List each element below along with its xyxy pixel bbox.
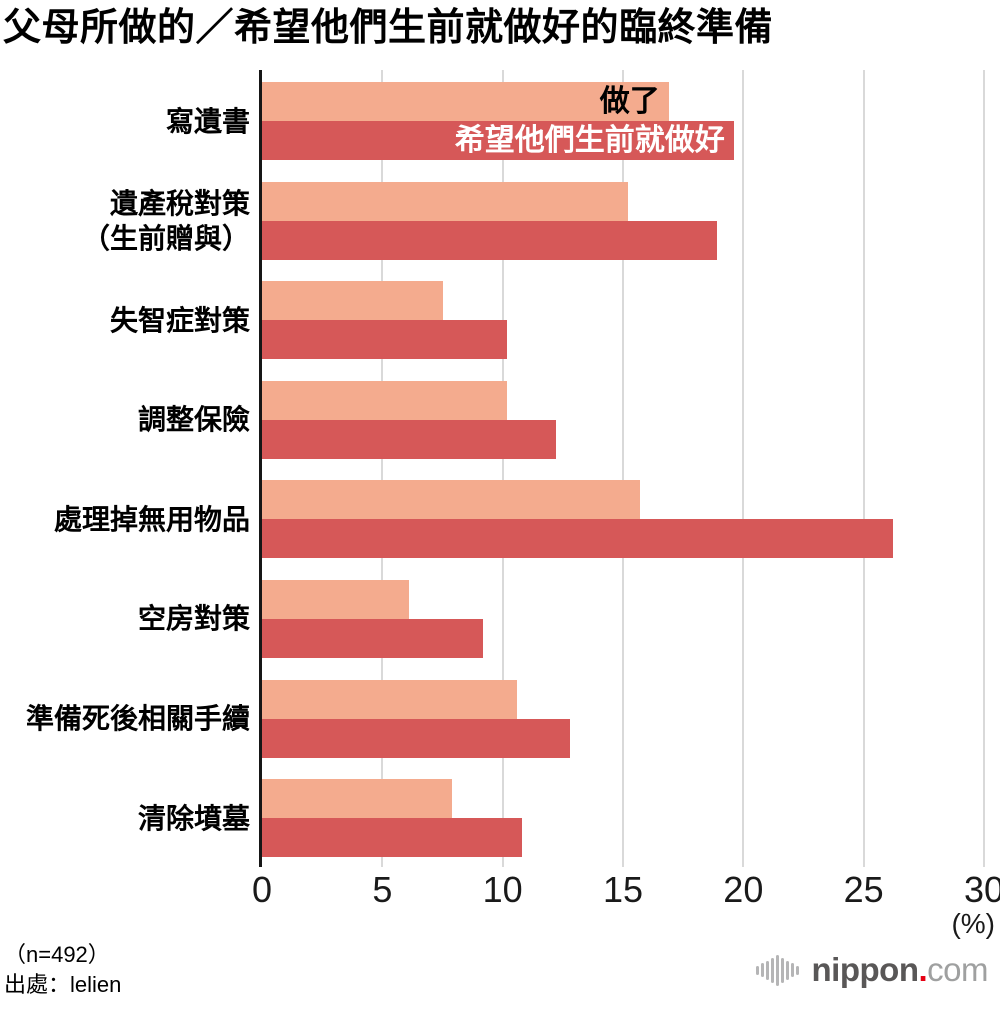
category-row: 遺產稅對策 （生前贈與） <box>0 181 984 282</box>
plot-area <box>262 70 985 867</box>
tick-label-25: 25 <box>843 869 884 910</box>
logo-red-dot: . <box>918 951 928 988</box>
bar-done <box>262 480 640 520</box>
tick-label-20: 20 <box>723 869 764 910</box>
category-row: 處理掉無用物品 <box>0 480 984 580</box>
sample-size-note: （n=492） <box>4 942 110 967</box>
bar-done: 做了 <box>262 82 669 121</box>
bar-wish <box>262 718 571 758</box>
chart-title: 父母所做的／希望他們生前就做好的臨終準備 <box>3 7 774 49</box>
bar-pair <box>262 380 984 481</box>
gridline-30 <box>983 70 985 867</box>
gridline-20 <box>742 70 745 867</box>
axis-unit-label: (%) <box>951 908 995 939</box>
gridline-10 <box>501 70 504 867</box>
category-row: 失智症對策 <box>0 281 984 381</box>
bar-pair <box>262 480 984 580</box>
bar-pair <box>262 779 984 879</box>
bar-pair <box>262 579 984 680</box>
bar-wish <box>262 320 508 360</box>
category-row: 寫遺書 做了 希望他們生前就做好 <box>0 82 984 182</box>
bar-wish <box>262 519 893 559</box>
nippon-logo-text: nippon.com <box>811 951 989 988</box>
y-axis-line <box>259 70 262 867</box>
category-label: 調整保險 <box>137 404 250 436</box>
bar-wish <box>262 419 556 459</box>
tick-label-5: 5 <box>372 869 393 910</box>
logo-word-com: com <box>927 951 988 988</box>
category-label: 遺產稅對策 （生前贈與） <box>81 187 250 254</box>
bar-pair: 做了希望他們生前就做好 <box>262 82 984 182</box>
bar-wish <box>262 618 484 658</box>
category-label: 寫遺書 <box>165 105 250 137</box>
category-row: 清除墳墓 <box>0 779 984 879</box>
bar-wish: 希望他們生前就做好 <box>262 121 734 160</box>
nippon-logo-icon <box>756 953 799 987</box>
nippon-logo: nippon.com <box>756 953 988 987</box>
gridline-5 <box>381 70 384 867</box>
tick-label-15: 15 <box>602 869 644 910</box>
category-row: 準備死後相關手續 <box>0 679 984 780</box>
gridline-25 <box>862 70 865 867</box>
tick-label-30: 30 <box>963 869 1000 910</box>
tick-label-0: 0 <box>251 869 273 910</box>
bar-done <box>262 281 443 321</box>
legend-done-label: 做了 <box>599 85 660 118</box>
category-row: 調整保險 <box>0 380 984 481</box>
bar-done <box>262 380 508 420</box>
legend-wish-label: 希望他們生前就做好 <box>454 124 725 157</box>
category-row: 空房對策 <box>0 579 984 680</box>
category-label: 準備死後相關手續 <box>25 703 250 735</box>
category-label: 失智症對策 <box>109 304 250 336</box>
bar-rows: 寫遺書 做了 希望他們生前就做好 遺產稅對策 （生前贈與） 失智症對策 調整保險 處理掉無用… <box>0 82 984 879</box>
bar-pair <box>262 281 984 381</box>
logo-word-nippon: nippon <box>811 951 919 988</box>
bar-pair <box>262 181 984 282</box>
bar-wish <box>262 220 717 260</box>
tick-label-10: 10 <box>482 869 523 910</box>
gridline-15 <box>622 70 624 867</box>
source-note: 出處：lelien <box>4 972 122 997</box>
category-label: 清除墳墓 <box>137 802 250 834</box>
category-label: 空房對策 <box>137 603 250 635</box>
bar-done <box>262 779 453 819</box>
bar-done <box>262 181 628 221</box>
bar-done <box>262 679 518 719</box>
bar-done <box>262 579 409 619</box>
x-axis-ticks: (%) 0 5 10 15 20 25 30 <box>252 869 1000 949</box>
category-label: 處理掉無用物品 <box>53 503 250 535</box>
bar-pair <box>262 679 984 780</box>
bar-wish <box>262 818 522 858</box>
